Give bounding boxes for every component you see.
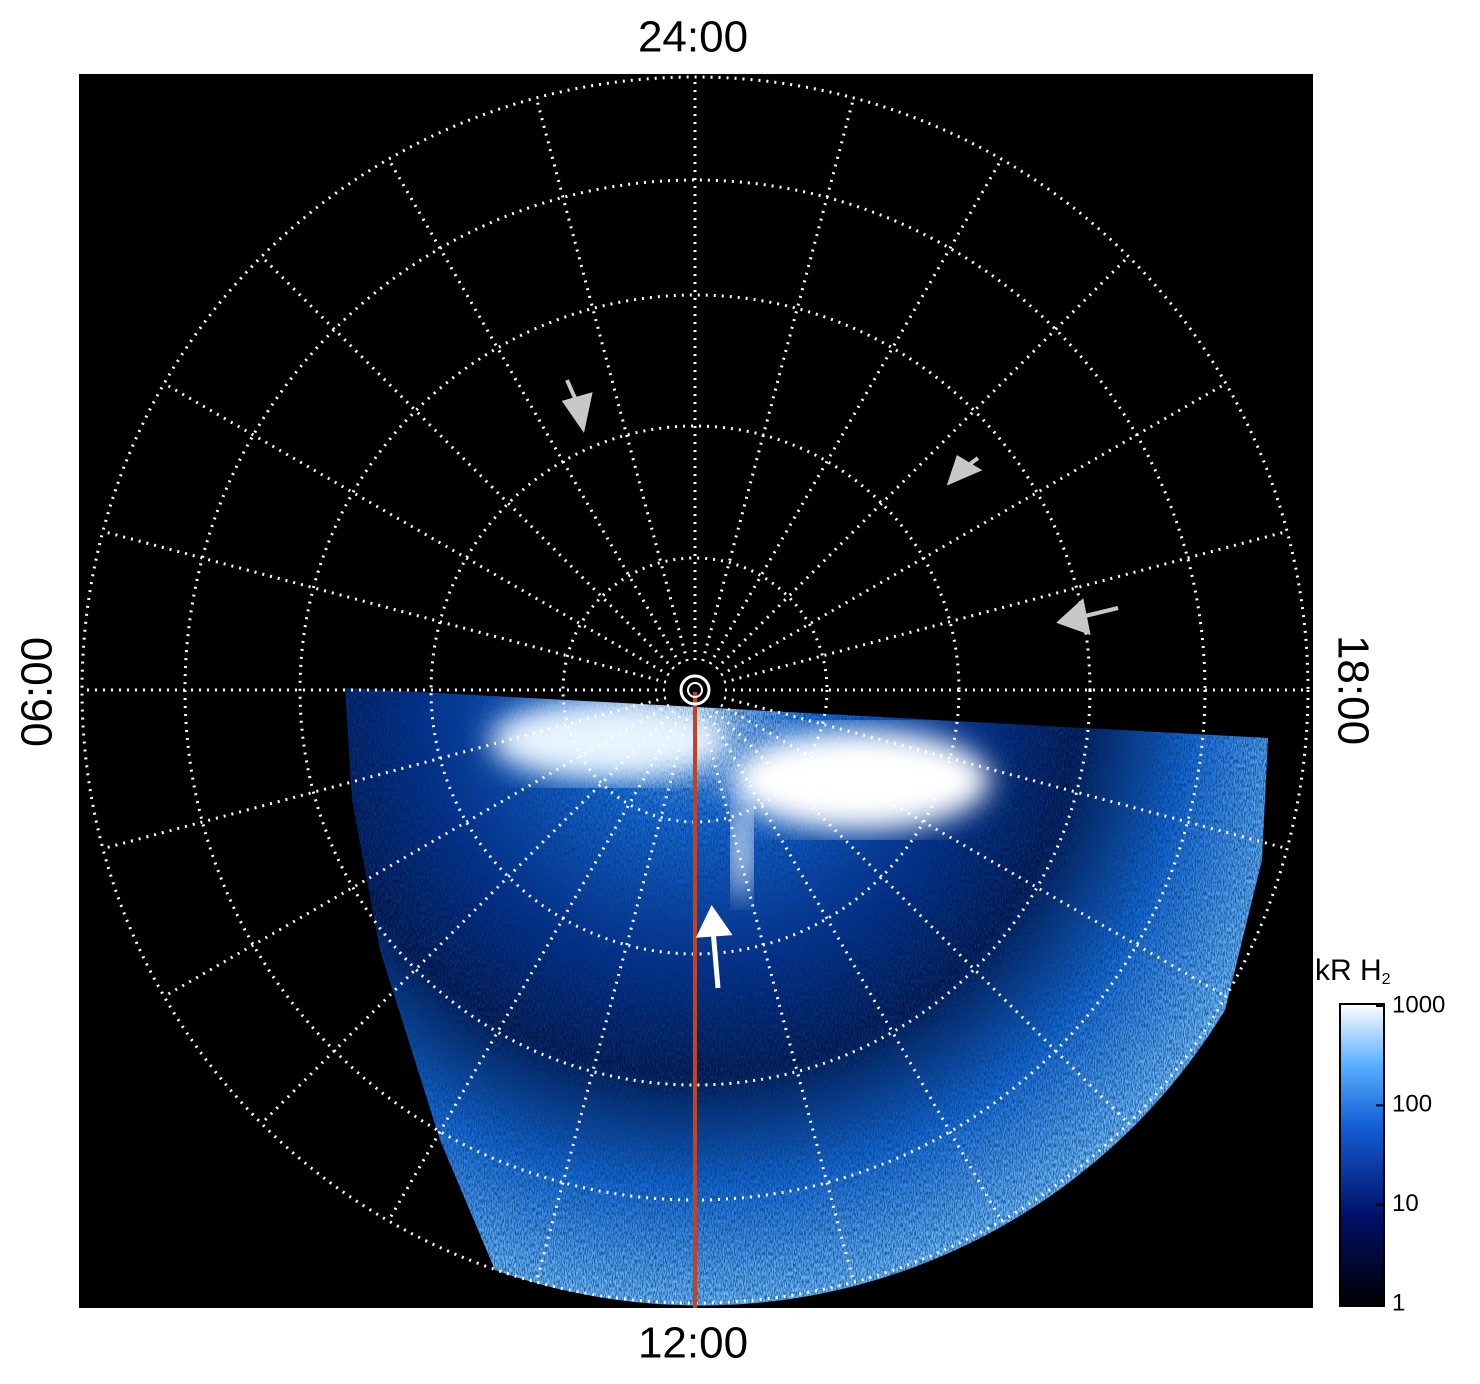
grid-spoke [387, 158, 682, 665]
grid-spoke [534, 97, 689, 662]
polar-grid [80, 75, 1310, 1305]
mlt-label: 06:00 [13, 637, 62, 747]
colorbar-title-sub: 2 [1382, 971, 1391, 988]
mlt-label: 18:00 [1328, 635, 1377, 745]
grid-spoke [720, 382, 1227, 677]
colorbar-ticks: 1 10 100 1000 [1376, 991, 1445, 1316]
grid-spoke [163, 703, 670, 998]
colorbar-title: kR H2 [1315, 954, 1391, 988]
grid-spoke [701, 97, 856, 662]
grid-circle [80, 75, 1310, 1305]
grid-spoke [534, 718, 689, 1283]
mlt-label: 12:00 [638, 1319, 748, 1368]
grid-spoke [260, 710, 675, 1125]
grid-spoke [102, 529, 667, 684]
grid-spoke [387, 715, 682, 1222]
grid-spoke [715, 710, 1130, 1125]
pole-marker [687, 682, 703, 698]
mlt-label: 24:00 [638, 13, 748, 62]
colorbar-tick-label: 1000 [1392, 991, 1445, 1018]
grid-spoke [723, 696, 1288, 851]
grid-spoke [715, 255, 1130, 670]
colorbar-tick-label: 100 [1392, 1091, 1432, 1118]
colorbar-tick-label: 1 [1392, 1289, 1405, 1316]
grid-spoke [701, 718, 856, 1283]
grid-spoke [708, 158, 1003, 665]
grid-circle [298, 293, 1092, 1087]
arrow [695, 905, 733, 989]
grid-spoke [260, 255, 675, 670]
grid-spoke [723, 529, 1288, 684]
grid-spoke [163, 382, 670, 677]
grid-circle [561, 556, 829, 824]
pole-marker [679, 674, 711, 706]
grid-spoke [708, 715, 1003, 1222]
colorbar [1339, 1003, 1385, 1307]
colorbar-tick-label: 10 [1392, 1190, 1419, 1217]
arrows [561, 379, 1119, 636]
colorbar-title-text: kR H [1315, 954, 1382, 987]
grid-spoke [102, 696, 667, 851]
grid-spoke [720, 703, 1227, 998]
